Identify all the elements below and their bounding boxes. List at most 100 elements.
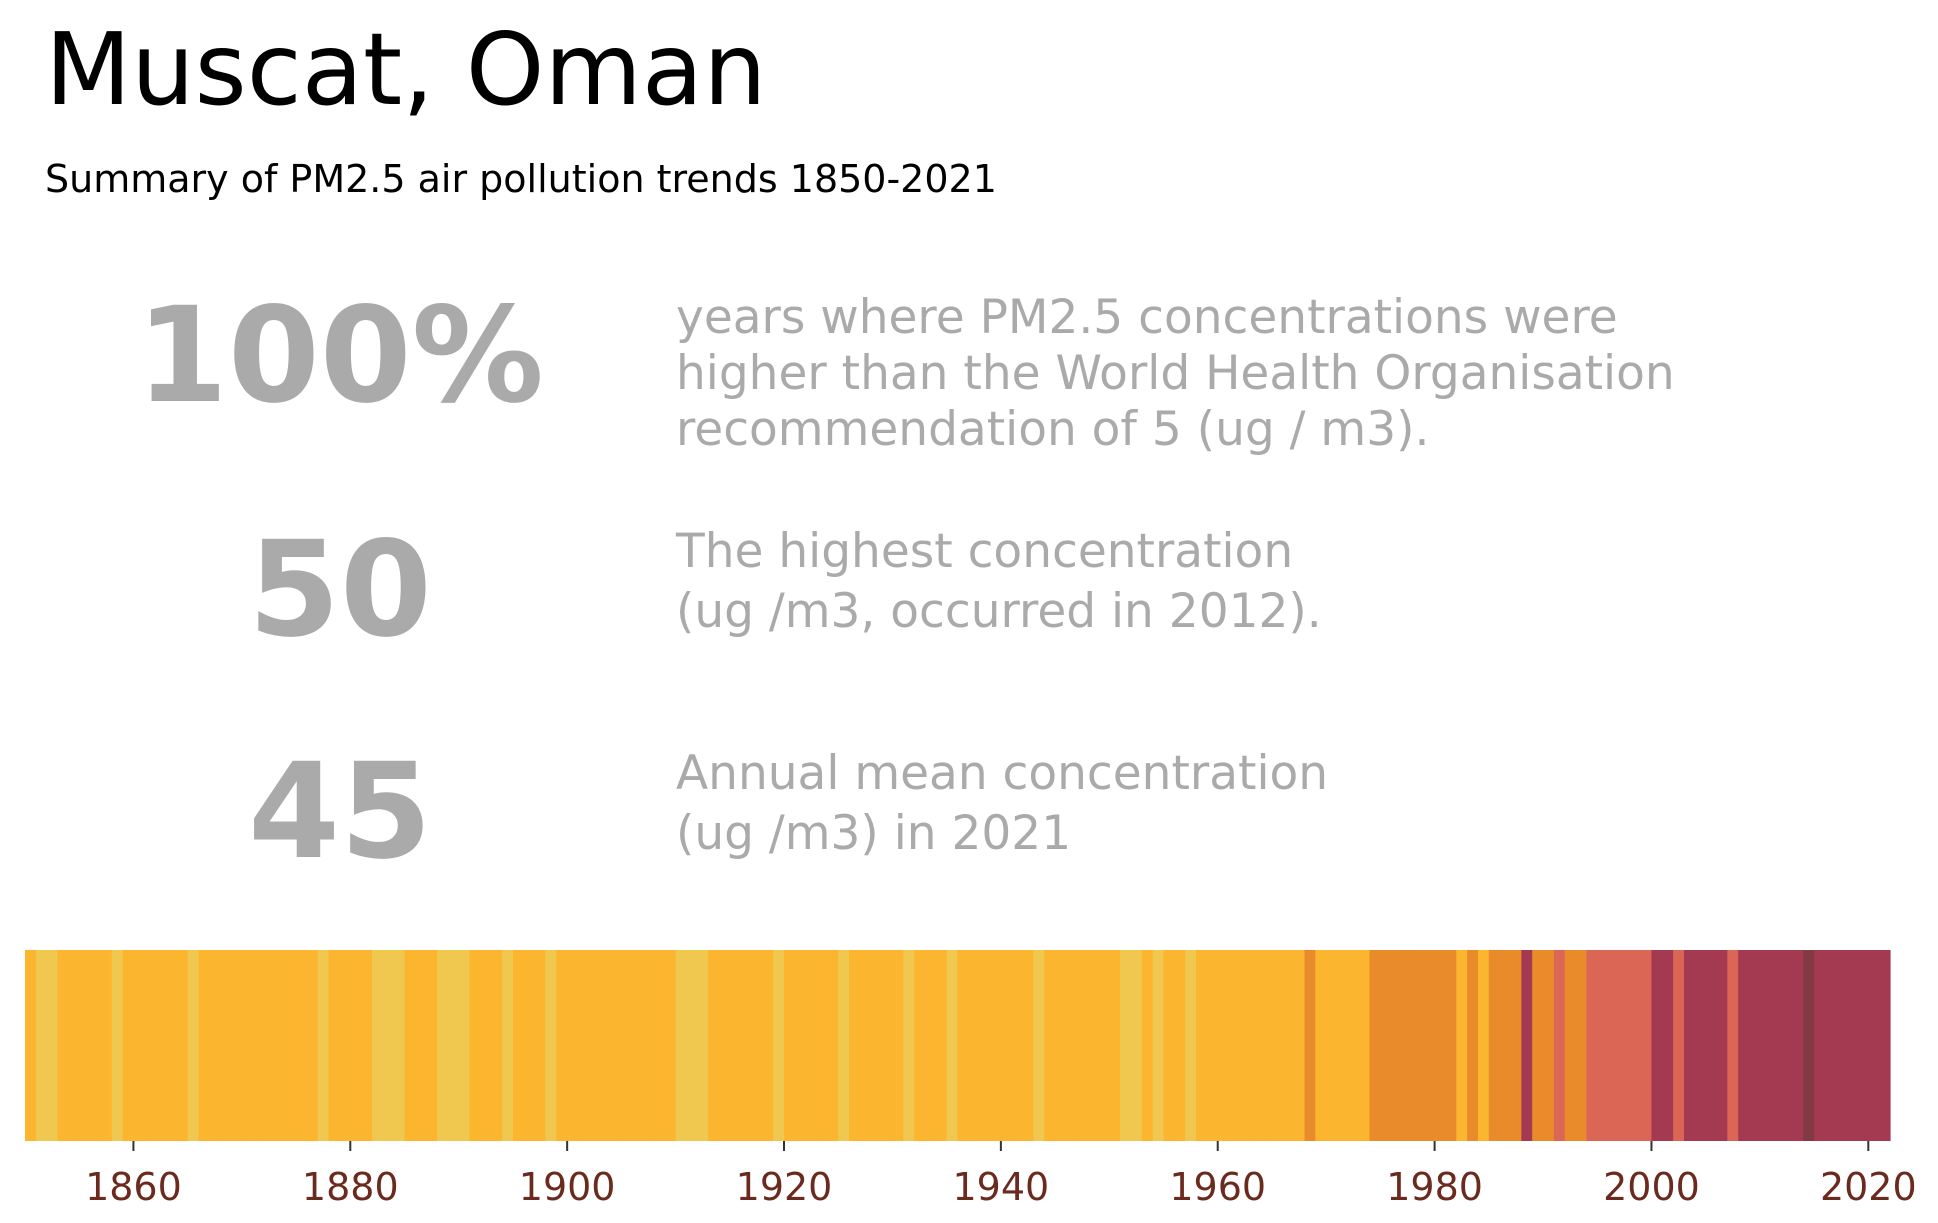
stripe-1855 (79, 950, 91, 1141)
stripe-1952 (1130, 950, 1143, 1141)
stripe-2021 (1879, 950, 1891, 1141)
stripe-2017 (1835, 950, 1848, 1141)
stripe-1901 (577, 950, 590, 1141)
stripe-1904 (610, 950, 622, 1141)
stripe-1981 (1445, 950, 1457, 1141)
stripe-1990 (1543, 950, 1555, 1141)
stripe-2007 (1727, 950, 1739, 1141)
stripe-1903 (599, 950, 612, 1141)
stripe-2003 (1683, 950, 1696, 1141)
stat-description-percent: years where PM2.5 concentrations were hi… (676, 290, 1675, 458)
x-tick-label: 1880 (302, 1165, 399, 1209)
stripe-1975 (1380, 950, 1392, 1141)
stripe-1859 (122, 950, 135, 1141)
stripe-1937 (968, 950, 980, 1141)
stripe-1871 (252, 950, 265, 1141)
stripe-1933 (924, 950, 937, 1141)
stripe-1944 (1044, 950, 1056, 1141)
stripe-1850 (25, 950, 37, 1141)
page-title: Muscat, Oman (45, 11, 767, 128)
stat-description-line: recommendation of 5 (ug / m3). (676, 402, 1430, 457)
stripe-1954 (1152, 950, 1165, 1141)
stripe-1887 (426, 950, 438, 1141)
stripe-1973 (1358, 950, 1371, 1141)
stripe-1912 (697, 950, 709, 1141)
stripe-1934 (935, 950, 948, 1141)
stripe-2001 (1662, 950, 1674, 1141)
stripe-1877 (317, 950, 330, 1141)
stripe-1894 (502, 950, 514, 1141)
stripe-1881 (361, 950, 373, 1141)
stripe-1985 (1488, 950, 1501, 1141)
stripe-1890 (458, 950, 471, 1141)
stripe-1882 (371, 950, 384, 1141)
stripe-1953 (1141, 950, 1154, 1141)
x-tick-label: 1980 (1386, 1165, 1483, 1209)
stripe-1948 (1087, 950, 1100, 1141)
stripe-1999 (1640, 950, 1653, 1141)
stat-description-line: Annual mean concentration (676, 746, 1329, 801)
stripe-1863 (165, 950, 178, 1141)
stripe-1976 (1391, 950, 1403, 1141)
stripe-1947 (1076, 950, 1089, 1141)
stripe-1978 (1412, 950, 1425, 1141)
stripe-1925 (838, 950, 850, 1141)
stripe-1856 (90, 950, 102, 1141)
stripe-2008 (1738, 950, 1750, 1141)
stripe-1876 (306, 950, 319, 1141)
x-tick-label: 2000 (1603, 1165, 1700, 1209)
stripe-1970 (1326, 950, 1338, 1141)
stripe-1982 (1456, 950, 1468, 1141)
stripe-1951 (1120, 950, 1132, 1141)
stripe-1955 (1163, 950, 1175, 1141)
stripe-1886 (415, 950, 427, 1141)
stripe-2015 (1814, 950, 1826, 1141)
stripe-1878 (328, 950, 341, 1141)
stripe-1979 (1423, 950, 1436, 1141)
stripe-1943 (1033, 950, 1045, 1141)
stripe-1908 (653, 950, 666, 1141)
stat-description-line: higher than the World Health Organisatio… (676, 346, 1675, 401)
x-tick-label: 1860 (85, 1165, 182, 1209)
stripe-1986 (1499, 950, 1512, 1141)
stripe-1891 (469, 950, 482, 1141)
stripe-1854 (68, 950, 80, 1141)
stripe-1964 (1261, 950, 1273, 1141)
stripe-1940 (1000, 950, 1013, 1141)
stripe-1897 (534, 950, 547, 1141)
stripe-1874 (285, 950, 297, 1141)
stripe-2000 (1651, 950, 1663, 1141)
stripe-1905 (621, 950, 633, 1141)
stripe-1984 (1477, 950, 1490, 1141)
stripe-1983 (1467, 950, 1479, 1141)
stripe-1997 (1618, 950, 1631, 1141)
stripe-1900 (567, 950, 579, 1141)
stripe-1991 (1553, 950, 1566, 1141)
stripe-1958 (1196, 950, 1208, 1141)
stripe-1885 (404, 950, 416, 1141)
x-tick-label: 1960 (1169, 1165, 1266, 1209)
stripe-1880 (350, 950, 362, 1141)
stripe-1922 (805, 950, 818, 1141)
stripe-1992 (1564, 950, 1577, 1141)
stripe-2020 (1868, 950, 1880, 1141)
x-axis: 1860 1880 1900 1920 1940 1960 1980 2000 2020 (85, 1141, 1917, 1209)
stripe-2006 (1716, 950, 1728, 1141)
stat-description-line: years where PM2.5 concentrations were (676, 290, 1618, 345)
page-subtitle: Summary of PM2.5 air pollution trends 18… (45, 157, 997, 201)
stripe-2002 (1673, 950, 1685, 1141)
stripe-1879 (339, 950, 351, 1141)
stripe-2005 (1705, 950, 1718, 1141)
stripe-1949 (1098, 950, 1110, 1141)
x-tick-label: 2020 (1820, 1165, 1917, 1209)
stripe-1938 (979, 950, 991, 1141)
stripe-1974 (1369, 950, 1381, 1141)
stripe-2013 (1792, 950, 1804, 1141)
stripe-1995 (1597, 950, 1609, 1141)
stripe-1913 (708, 950, 720, 1141)
stat-value-highest: 50 (248, 513, 432, 667)
stripe-1858 (111, 950, 124, 1141)
stripe-1916 (740, 950, 753, 1141)
stripe-2018 (1846, 950, 1859, 1141)
